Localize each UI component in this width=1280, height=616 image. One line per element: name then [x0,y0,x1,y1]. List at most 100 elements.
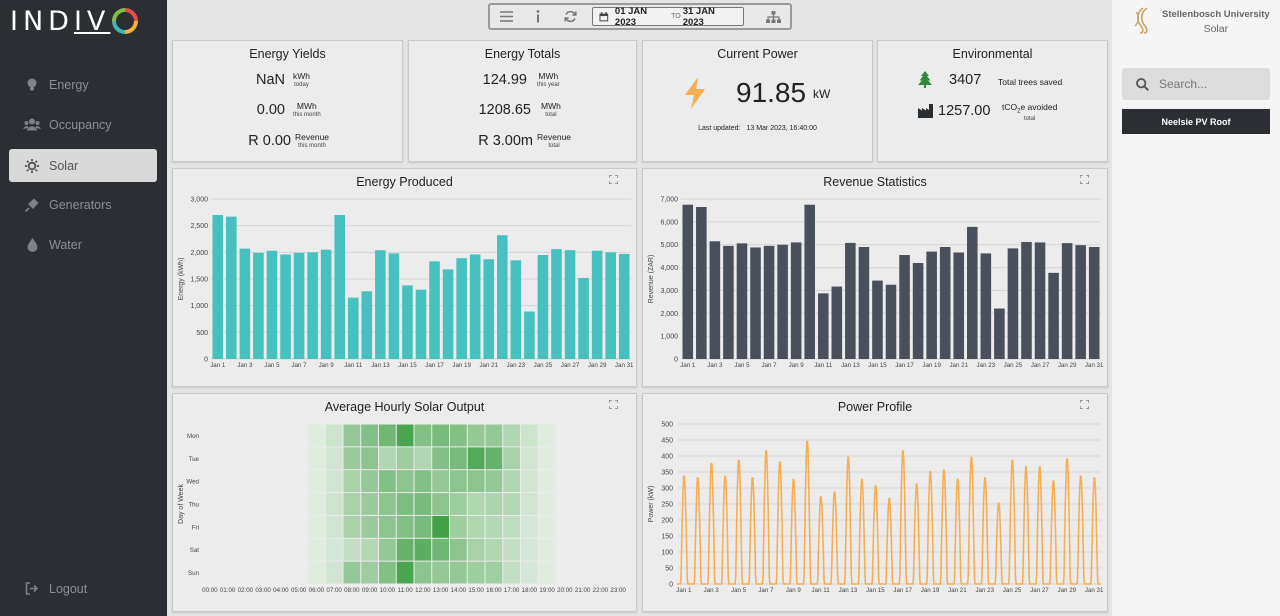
date-range-picker[interactable]: 01 JAN 2023 TO 31 JAN 2023 [592,5,744,28]
sidebar-item-generators[interactable]: Generators [9,188,157,221]
bar [926,251,937,359]
x-tick-label: Jan 19 [452,362,471,369]
bar [953,252,965,359]
heatmap-cell [414,447,432,470]
stat-row: 124.99 MWh this year [409,71,636,88]
sidebar-item-occupancy[interactable]: Occupancy [9,108,157,141]
expand-icon[interactable] [1080,175,1089,184]
bulb-icon [21,78,43,92]
bar [347,297,359,359]
bar [551,249,562,359]
x-tick-label: 20:00 [557,587,573,594]
x-tick-label: 08:00 [344,587,360,594]
heatmap-cell [396,470,414,493]
heatmap-cell [538,470,556,493]
sidebar-item-water[interactable]: Water [9,228,157,261]
heatmap-cell [485,447,503,470]
heatmap-cell [592,515,609,538]
search-input[interactable] [1159,77,1259,91]
x-tick-label: 03:00 [255,587,271,594]
tree-icon [918,71,932,88]
date-start: 01 JAN 2023 [614,5,648,28]
x-tick-label: 10:00 [380,587,396,594]
x-tick-label: 07:00 [326,587,342,594]
university-logo[interactable]: Stellenbosch University Solar [1132,6,1270,35]
co2-value: 1257.00 [938,103,991,119]
bar [578,277,589,359]
heatmap-cell [503,447,520,470]
heatmap-cell [237,561,254,584]
x-tick-label: Jan 23 [975,587,994,594]
x-tick-label: Jan 19 [922,362,941,369]
trees-label: Total trees saved [998,77,1063,87]
bar [709,241,721,359]
heatmap-cell [343,470,361,493]
search-icon [1136,77,1149,91]
stat-row: 1208.65 MWh total [409,101,636,118]
hierarchy-button[interactable] [758,5,790,28]
y-tick-label: 250 [661,502,673,509]
stat-value: 0.00 [256,101,285,118]
logout-button[interactable]: Logout [9,572,157,605]
unit-label: MWh [541,101,561,111]
y-tick-label: 3,000 [190,197,208,204]
site-item-neelsie-pv-roof[interactable]: Neelsie PV Roof [1122,109,1270,134]
bar [1021,241,1032,359]
card-title: Energy Yields [249,47,326,61]
stat-unit: MWh this month [293,101,321,118]
bar [497,235,508,359]
unit-sublabel: total [548,143,560,149]
sidebar-item-solar[interactable]: Solar [9,149,157,182]
y-tick-label: 350 [661,470,673,477]
heatmap-cell [237,447,254,470]
card-title: Current Power [717,47,798,61]
heatmap-cell [290,515,307,538]
expand-icon[interactable] [609,400,618,409]
heatmap-cell [432,515,449,538]
heatmap-cell [467,470,485,493]
expand-icon[interactable] [609,175,618,184]
heatmap-cell [414,538,432,561]
x-tick-label: Jan 29 [1058,587,1077,594]
menu-button[interactable] [490,5,522,28]
heatmap-cell [343,515,361,538]
sidebar-item-energy[interactable]: Energy [9,68,157,101]
heatmap-cell [450,447,467,470]
x-tick-label: Jan 25 [534,362,553,369]
x-tick-label: 17:00 [504,587,520,594]
heatmap-cell [308,493,325,515]
expand-icon[interactable] [1080,400,1089,409]
heatmap-cell [290,424,307,447]
co2-label-sub: 2 [1017,108,1021,115]
heatmap-cell [361,470,378,493]
heatmap-cell [432,493,449,515]
bar [994,308,1005,359]
plug-icon [21,198,43,212]
y-tick-label: 150 [661,534,673,541]
heatmap-cell [325,515,343,538]
x-tick-label: Jan 15 [868,362,887,369]
heatmap-cell [379,424,396,447]
app-logo[interactable]: INDIV [10,6,139,37]
heatmap-cell [219,561,236,584]
bar [696,207,707,359]
x-tick-label: Jan 27 [1030,587,1049,594]
y-axis-label: Power (kW) [648,486,655,523]
unit-label: kWh [293,71,310,81]
bar [804,204,815,359]
y-tick-label: 500 [196,330,208,337]
last-updated: Last updated: 13 Mar 2023, 16:40:00 [643,125,872,132]
heatmap-cell [414,515,432,538]
heatmap-cell [219,424,236,447]
heatmap-cell [485,515,503,538]
info-button[interactable] [522,5,554,28]
heatmap-cell [538,493,556,515]
refresh-icon [564,10,577,23]
stat-unit: MWh this year [537,71,560,88]
y-axis-label: Day of Week [178,484,185,524]
x-tick-label: Jan 13 [839,587,858,594]
heatmap-cell [609,470,627,493]
logout-icon [21,582,43,595]
refresh-button[interactable] [554,5,586,28]
heatmap-cell [290,447,307,470]
